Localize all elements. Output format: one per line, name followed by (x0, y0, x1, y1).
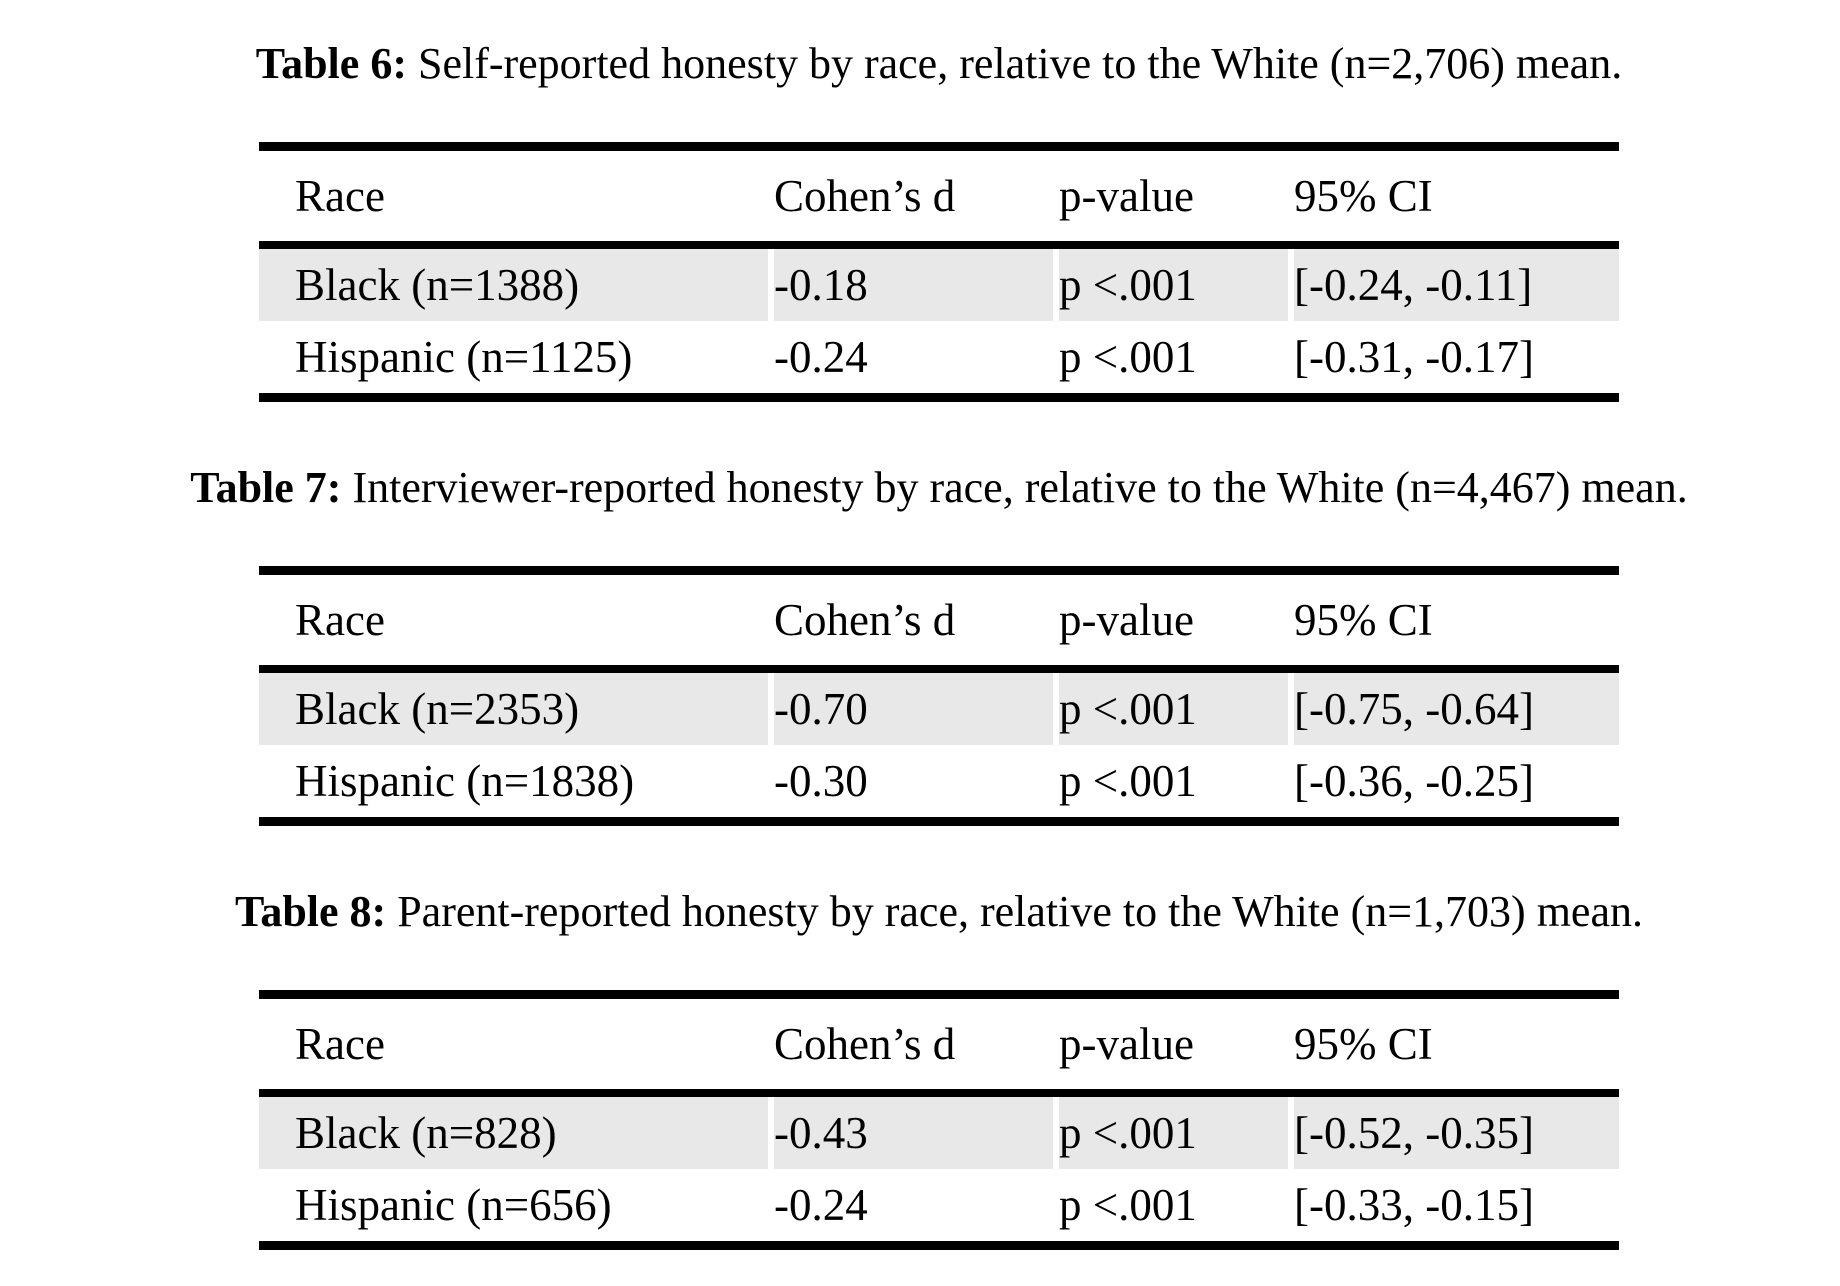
column-header-race: Race (295, 1018, 385, 1069)
table-row: Hispanic (n=1125) -0.24 p <.001 [-0.31, … (259, 321, 1619, 393)
column-header-p-value: p-value (1059, 170, 1194, 221)
column-header-p-value: p-value (1059, 1018, 1194, 1069)
column-header-p-value: p-value (1059, 594, 1194, 645)
table-7-section: Table 7: Interviewer-reported honesty by… (38, 462, 1840, 826)
cell-p-value: p <.001 (1059, 331, 1197, 382)
table-caption: Table 6: Self-reported honesty by race, … (38, 38, 1840, 90)
table-top-rule (259, 142, 1619, 151)
cell-race: Black (n=828) (259, 1097, 774, 1169)
table: Race Cohen’s d p-value 95% CI Black (n=8… (259, 990, 1619, 1250)
table-row: Hispanic (n=1838) -0.30 p <.001 [-0.36, … (259, 745, 1619, 817)
table: Race Cohen’s d p-value 95% CI Black (n=1… (259, 142, 1619, 402)
table-bottom-rule (259, 393, 1619, 402)
table-mid-rule (259, 665, 1619, 673)
column-header-95-ci: 95% CI (1294, 1018, 1433, 1069)
cell-cohens-d: -0.43 (774, 1097, 1059, 1169)
cell-95-ci: [-0.36, -0.25] (1294, 755, 1534, 806)
cell-race: Hispanic (n=1125) (295, 331, 633, 382)
table-caption: Table 8: Parent-reported honesty by race… (38, 886, 1840, 938)
table-top-rule (259, 566, 1619, 575)
cell-cohens-d: -0.18 (774, 249, 1059, 321)
table-8-section: Table 8: Parent-reported honesty by race… (38, 886, 1840, 1250)
table-label: Table 7: (190, 463, 342, 512)
cell-95-ci: [-0.33, -0.15] (1294, 1179, 1534, 1230)
table: Race Cohen’s d p-value 95% CI Black (n=2… (259, 566, 1619, 826)
column-header-cohens-d: Cohen’s d (774, 170, 956, 221)
cell-race: Black (n=1388) (259, 249, 774, 321)
table-row: Black (n=828) -0.43 p <.001 [-0.52, -0.3… (259, 1097, 1619, 1169)
cell-p-value: p <.001 (1059, 1097, 1294, 1169)
cell-95-ci: [-0.31, -0.17] (1294, 331, 1534, 382)
cell-p-value: p <.001 (1059, 673, 1294, 745)
table-header-row: Race Cohen’s d p-value 95% CI (259, 575, 1619, 665)
cell-p-value: p <.001 (1059, 1179, 1197, 1230)
cell-95-ci: [-0.24, -0.11] (1294, 249, 1619, 321)
table-mid-rule (259, 241, 1619, 249)
cell-95-ci: [-0.75, -0.64] (1294, 673, 1619, 745)
table-bottom-rule (259, 817, 1619, 826)
table-top-rule (259, 990, 1619, 999)
cell-p-value: p <.001 (1059, 249, 1294, 321)
table-bottom-rule (259, 1241, 1619, 1250)
cell-cohens-d: -0.70 (774, 673, 1059, 745)
cell-race: Hispanic (n=1838) (295, 755, 635, 806)
table-label: Table 8: (235, 887, 387, 936)
table-row: Black (n=1388) -0.18 p <.001 [-0.24, -0.… (259, 249, 1619, 321)
table-label: Table 6: (255, 39, 407, 88)
cell-cohens-d: -0.24 (774, 331, 868, 382)
table-caption-text: Parent-reported honesty by race, relativ… (397, 887, 1643, 936)
cell-race: Black (n=2353) (259, 673, 774, 745)
table-caption: Table 7: Interviewer-reported honesty by… (38, 462, 1840, 514)
column-header-cohens-d: Cohen’s d (774, 1018, 956, 1069)
cell-95-ci: [-0.52, -0.35] (1294, 1097, 1619, 1169)
page-content: Table 6: Self-reported honesty by race, … (38, 38, 1840, 1250)
cell-race: Hispanic (n=656) (295, 1179, 612, 1230)
table-6-section: Table 6: Self-reported honesty by race, … (38, 38, 1840, 402)
column-header-cohens-d: Cohen’s d (774, 594, 956, 645)
cell-cohens-d: -0.30 (774, 755, 868, 806)
cell-cohens-d: -0.24 (774, 1179, 868, 1230)
table-caption-text: Self-reported honesty by race, relative … (417, 39, 1623, 88)
table-header-row: Race Cohen’s d p-value 95% CI (259, 151, 1619, 241)
column-header-race: Race (295, 170, 385, 221)
column-header-95-ci: 95% CI (1294, 170, 1433, 221)
table-row: Hispanic (n=656) -0.24 p <.001 [-0.33, -… (259, 1169, 1619, 1241)
column-header-race: Race (295, 594, 385, 645)
table-caption-text: Interviewer-reported honesty by race, re… (352, 463, 1688, 512)
table-mid-rule (259, 1089, 1619, 1097)
column-header-95-ci: 95% CI (1294, 594, 1433, 645)
table-row: Black (n=2353) -0.70 p <.001 [-0.75, -0.… (259, 673, 1619, 745)
table-header-row: Race Cohen’s d p-value 95% CI (259, 999, 1619, 1089)
cell-p-value: p <.001 (1059, 755, 1197, 806)
